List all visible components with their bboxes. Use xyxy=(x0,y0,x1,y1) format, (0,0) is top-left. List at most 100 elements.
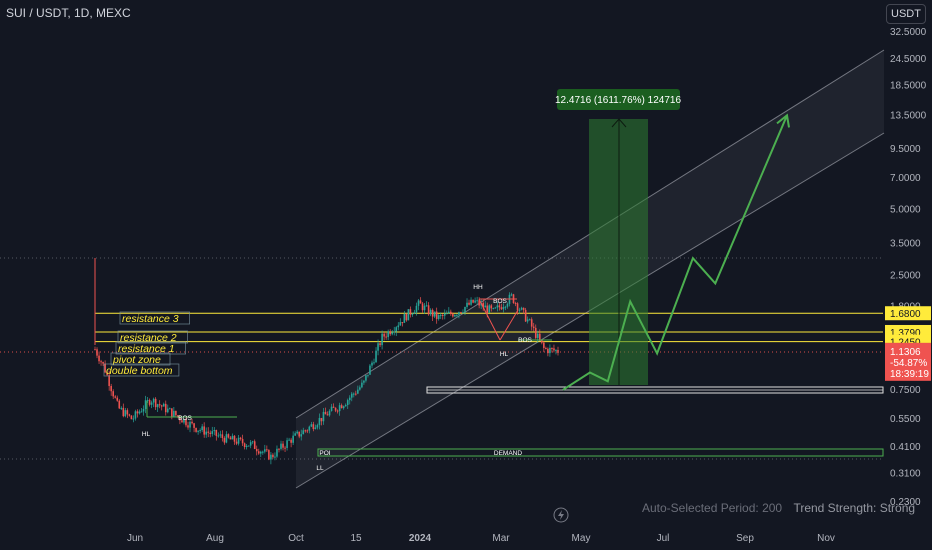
candle-body xyxy=(371,362,373,366)
candle-body xyxy=(547,348,549,354)
candle-body xyxy=(318,417,321,426)
y-tick-5: 7.0000 xyxy=(890,173,921,184)
candle-body xyxy=(528,319,531,321)
candle-body xyxy=(215,430,218,436)
projection-arrowhead xyxy=(776,113,790,128)
candle-body xyxy=(421,303,424,311)
candle-body xyxy=(150,402,153,405)
candle-body xyxy=(496,305,499,308)
candle-body xyxy=(112,391,114,397)
candle-body xyxy=(395,327,398,332)
candle-body xyxy=(541,339,543,343)
measure-label: 12.4716 (1611.76%) 124716 xyxy=(555,95,681,106)
candle-body xyxy=(241,438,244,444)
structure-label-8: DEMAND xyxy=(494,450,522,457)
candle-body xyxy=(294,433,296,436)
candle-body xyxy=(104,363,106,373)
candle-body xyxy=(399,322,402,326)
candle-body xyxy=(387,331,389,338)
x-tick-3: 15 xyxy=(350,533,362,544)
zone-label-box-2 xyxy=(115,341,186,355)
candle-body xyxy=(464,306,466,313)
candle-body xyxy=(183,419,185,423)
candle-body xyxy=(262,451,264,453)
candle-body xyxy=(108,375,110,386)
candle-body xyxy=(553,348,555,351)
candle-body xyxy=(193,423,195,428)
candle-body xyxy=(520,307,523,310)
candle-body xyxy=(470,299,472,305)
candle-body xyxy=(352,393,355,395)
candle-body xyxy=(221,434,224,439)
candle-body xyxy=(322,411,325,422)
structure-label-1: HL xyxy=(142,431,151,438)
candle-body xyxy=(393,331,396,333)
candle-body xyxy=(413,312,416,314)
x-tick-7: Jul xyxy=(657,533,670,544)
candle-body xyxy=(405,314,408,321)
candle-body xyxy=(435,311,438,319)
structure-label-7: LL xyxy=(316,465,324,472)
currency-button[interactable]: USDT xyxy=(886,4,926,24)
current-change: -54.87% xyxy=(890,358,927,369)
candle-body xyxy=(132,418,135,420)
candle-body xyxy=(397,325,400,328)
candle-body xyxy=(524,309,527,322)
candle-body xyxy=(134,411,137,419)
candle-body xyxy=(156,404,159,408)
candle-body xyxy=(530,319,533,327)
candle-body xyxy=(439,314,442,316)
candle-body xyxy=(419,300,422,304)
candle-body xyxy=(177,415,179,417)
candle-body xyxy=(169,408,171,410)
candle-body xyxy=(205,431,208,435)
candle-body xyxy=(189,421,191,428)
candle-body xyxy=(181,420,183,423)
candle-body xyxy=(545,347,547,349)
candle-body xyxy=(482,302,484,308)
candle-body xyxy=(494,307,497,309)
candle-body xyxy=(350,393,353,398)
candle-body xyxy=(136,411,139,414)
candle-body xyxy=(251,441,254,443)
candle-body xyxy=(385,336,387,338)
candle-body xyxy=(270,454,272,460)
price-marker-0: 1.6800 xyxy=(890,309,921,320)
candle-body xyxy=(555,350,557,352)
candle-body xyxy=(369,365,371,375)
candle-body xyxy=(336,410,339,412)
candle-body xyxy=(373,362,375,364)
candle-body xyxy=(490,305,493,309)
candle-body xyxy=(409,309,412,315)
zone-label-box-0 xyxy=(119,311,190,325)
candle-body xyxy=(534,327,537,338)
candle-body xyxy=(245,445,248,448)
candle-body xyxy=(375,350,377,363)
candle-body xyxy=(486,305,489,313)
y-tick-6: 5.0000 xyxy=(890,205,921,216)
candle-body xyxy=(187,425,189,428)
candle-body xyxy=(460,312,462,314)
candle-body xyxy=(124,410,127,417)
candle-body xyxy=(122,407,125,417)
candle-body xyxy=(346,400,349,405)
candle-body xyxy=(506,303,509,307)
candle-body xyxy=(344,404,347,407)
candle-body xyxy=(429,309,432,315)
candle-body xyxy=(557,350,559,353)
symbol-title[interactable]: SUI / USDT, 1D, MEXC xyxy=(6,6,131,20)
bolt-icon-glyph xyxy=(558,510,564,520)
bolt-icon-ring xyxy=(553,507,569,523)
candle-body xyxy=(140,411,143,413)
candle-body xyxy=(247,445,250,447)
candle-body xyxy=(355,393,357,395)
price-marker-box-0 xyxy=(885,306,931,321)
candle-body xyxy=(249,442,252,446)
candle-body xyxy=(237,437,240,444)
candle-body xyxy=(324,411,327,415)
candle-body xyxy=(383,333,385,337)
candle-body xyxy=(316,425,319,428)
zone-label-3: pivot zone xyxy=(112,354,161,366)
candle-body xyxy=(492,308,495,310)
